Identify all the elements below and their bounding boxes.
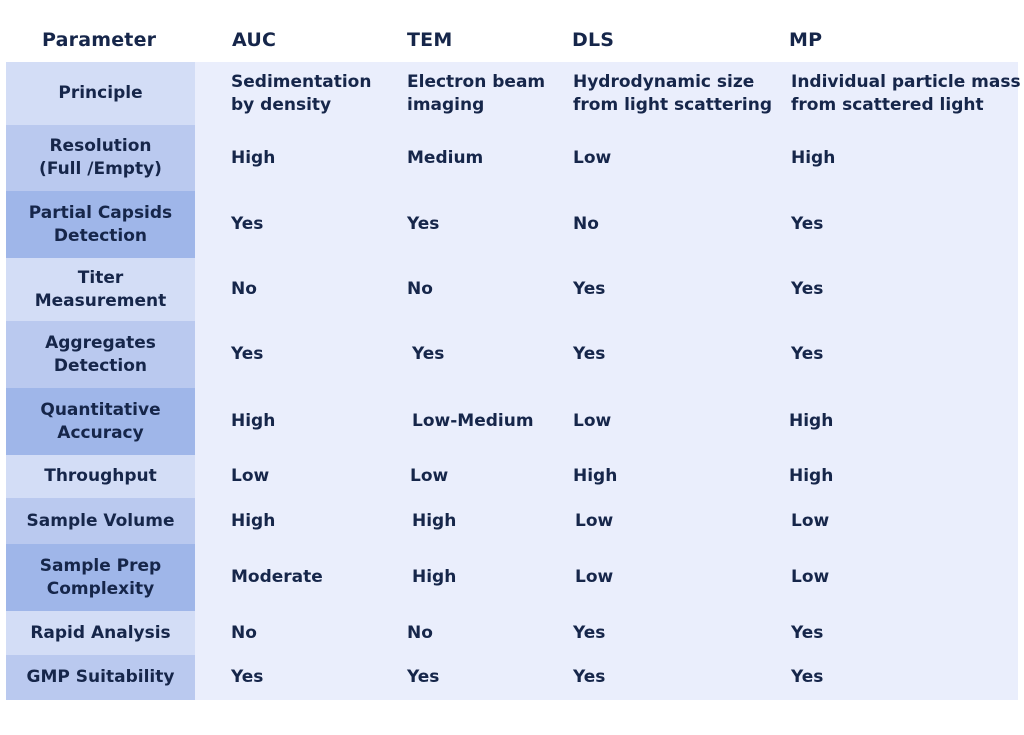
- table-row: Partial Capsids Detection Yes Yes No Yes: [0, 191, 1024, 258]
- row-value-auc: No: [231, 622, 257, 643]
- row-value-tem: Electron beam imaging: [407, 71, 546, 115]
- row-value-auc: No: [231, 279, 257, 299]
- header-dls: DLS: [572, 29, 615, 51]
- row-value-tem: No: [407, 622, 433, 643]
- row-value-dls: Low: [575, 510, 614, 531]
- row-value-mp: Yes: [791, 279, 824, 299]
- row-parameter-label: Throughput: [6, 455, 195, 498]
- row-value-auc: High: [231, 147, 276, 168]
- row-value-tem: High: [412, 567, 457, 587]
- row-value-tem: Low: [410, 466, 449, 486]
- row-value-auc: Sedimentation by density: [231, 71, 372, 115]
- row-value-tem: No: [407, 279, 433, 299]
- row-parameter-label: Aggregates Detection: [6, 321, 195, 388]
- row-value-dls: Yes: [573, 667, 606, 687]
- row-value-tem: Yes: [407, 667, 440, 687]
- table-header: Parameter AUC TEM DLS MP: [0, 0, 1024, 62]
- row-value-mp: Yes: [791, 344, 824, 364]
- row-parameter-label: Sample Volume: [6, 498, 195, 544]
- table-row: Quantitative Accuracy High Low-Medium Low Hi…: [0, 388, 1024, 455]
- row-value-auc: Yes: [231, 344, 264, 364]
- row-parameter-label: Sample Prep Complexity: [6, 544, 195, 611]
- header-mp: MP: [789, 29, 823, 51]
- table-body-background: [195, 62, 1018, 700]
- row-value-mp: Yes: [791, 667, 824, 687]
- header-auc: AUC: [232, 29, 277, 51]
- row-value-tem: Low-Medium: [412, 411, 534, 431]
- row-value-dls: Hydrodynamic size from light scattering: [573, 71, 772, 115]
- row-value-dls: Yes: [573, 344, 606, 364]
- table-row: GMP Suitability Yes Yes Yes Yes: [0, 655, 1024, 700]
- row-parameter-label: Principle: [6, 62, 195, 125]
- row-parameter-label: Titer Measurement: [6, 258, 195, 321]
- row-value-mp: Yes: [791, 622, 824, 643]
- row-parameter-label: Partial Capsids Detection: [6, 191, 195, 258]
- row-value-mp: High: [789, 411, 834, 431]
- row-value-dls: Yes: [573, 279, 606, 299]
- row-value-tem: Yes: [412, 344, 445, 364]
- row-value-dls: Low: [573, 147, 612, 168]
- row-value-auc: High: [231, 510, 276, 531]
- row-value-dls: Low: [573, 411, 612, 431]
- table-row: Throughput Low Low High High: [0, 455, 1024, 498]
- row-value-dls: No: [573, 214, 599, 234]
- table-row: Sample Prep Complexity Moderate High Low Low: [0, 544, 1024, 611]
- row-value-tem: High: [412, 510, 457, 531]
- row-value-auc: High: [231, 411, 276, 431]
- table-row: Resolution (Full /Empty) High Medium Low Hig…: [0, 125, 1024, 191]
- row-value-mp: High: [791, 147, 836, 168]
- row-value-auc: Yes: [231, 667, 264, 687]
- table-row: Principle Sedimentation by density Electro…: [0, 62, 1024, 125]
- table-row: Titer Measurement No No Yes Yes: [0, 258, 1024, 321]
- table-row: Sample Volume High High Low Low: [0, 498, 1024, 544]
- header-parameter: Parameter: [42, 29, 157, 51]
- row-value-dls: Yes: [573, 622, 606, 643]
- table-row: Aggregates Detection Yes Yes Yes Yes: [0, 321, 1024, 388]
- row-value-tem: Medium: [407, 147, 484, 168]
- row-parameter-label: Quantitative Accuracy: [6, 388, 195, 455]
- table-row: Rapid Analysis No No Yes Yes: [0, 611, 1024, 655]
- row-value-mp: Low: [791, 567, 830, 587]
- header-tem: TEM: [407, 29, 453, 51]
- row-parameter-label: Resolution (Full /Empty): [6, 125, 195, 191]
- row-value-dls: Low: [575, 567, 614, 587]
- row-value-auc: Low: [231, 466, 270, 486]
- row-value-mp: High: [789, 466, 834, 486]
- row-value-mp: Low: [791, 510, 830, 531]
- row-value-dls: High: [573, 466, 618, 486]
- row-parameter-label: Rapid Analysis: [6, 611, 195, 655]
- row-value-auc: Moderate: [231, 567, 323, 587]
- row-value-auc: Yes: [231, 214, 264, 234]
- row-value-tem: Yes: [407, 214, 440, 234]
- row-value-mp: Yes: [791, 214, 824, 234]
- row-parameter-label: GMP Suitability: [6, 655, 195, 700]
- row-value-mp: Individual particle mass from scattered …: [791, 71, 1021, 115]
